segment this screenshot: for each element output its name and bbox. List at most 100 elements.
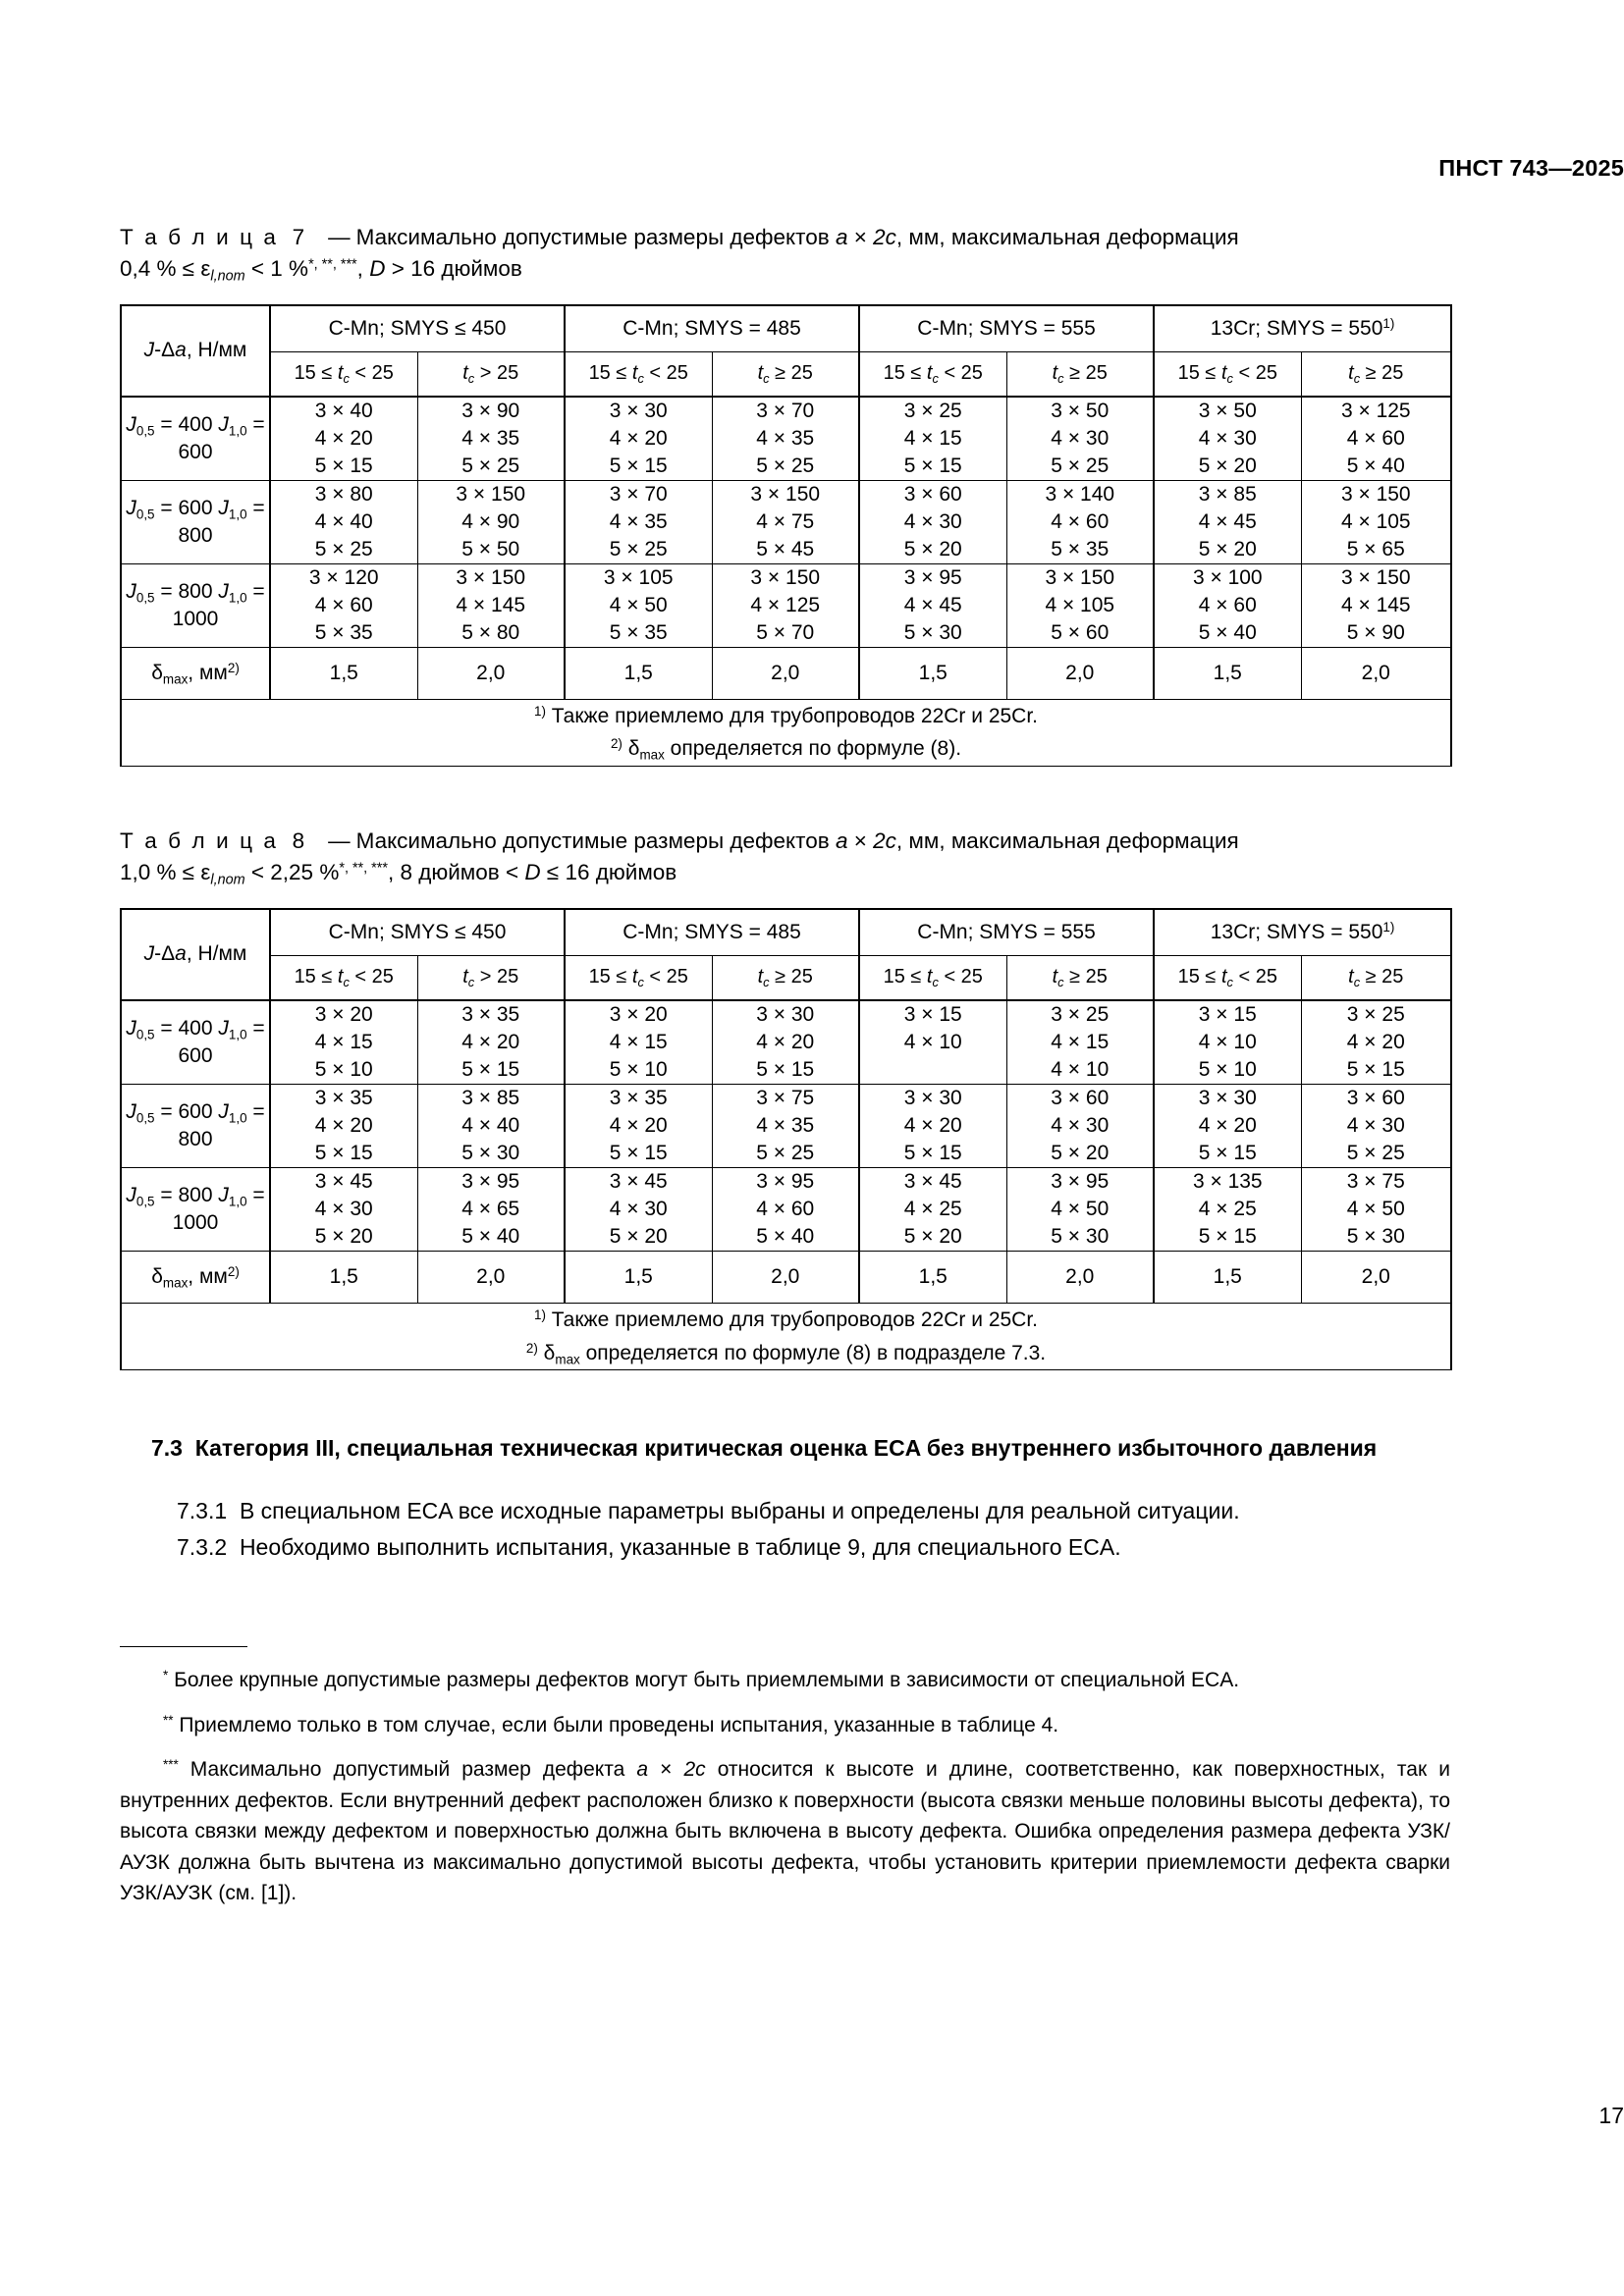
table8-cell-2-4: 3 × 75 4 × 35 5 × 25 bbox=[711, 1083, 860, 1168]
table7-caption-label: Т а б л и ц а bbox=[120, 225, 279, 249]
table8-subheader-1: 15 ≤ tc < 25 bbox=[269, 954, 418, 1001]
table7-subheader-6: tc ≥ 25 bbox=[1005, 350, 1155, 398]
footnote-1-text: Более крупные допустимые размеры дефекто… bbox=[174, 1669, 1240, 1692]
table7-cell-1-5: 3 × 25 4 × 15 5 × 15 bbox=[858, 395, 1007, 481]
table8-caption-var-2c: 2c bbox=[873, 828, 896, 854]
table8-subheader-row: 15 ≤ tc < 25 tc > 25 15 ≤ tc < 25 tc ≥ 2… bbox=[121, 954, 1453, 1001]
table7-row-3-label: J0,5 = 800 J1,0 = 1000 bbox=[120, 562, 271, 648]
table7-subheader-row: 15 ≤ tc < 25 tc > 25 15 ≤ tc < 25 tc ≥ 2… bbox=[121, 350, 1453, 398]
table7-delta-4: 2,0 bbox=[711, 646, 860, 700]
footnote-3-times: × bbox=[660, 1758, 673, 1782]
table8-group-2: C-Mn; SMYS = 485 bbox=[563, 907, 860, 956]
table8-caption-times: × bbox=[853, 828, 867, 854]
table7-cell-1-1: 3 × 40 4 × 20 5 × 15 bbox=[269, 395, 418, 481]
table8-notes-row: 1) Также приемлемо для трубопроводов 22C… bbox=[119, 1302, 1453, 1371]
table7-delta-3: 1,5 bbox=[564, 646, 713, 700]
table7-subheader-3: 15 ≤ tc < 25 bbox=[564, 350, 713, 398]
table8-note-2: 2) δmax определяется по формуле (8) в по… bbox=[525, 1340, 1047, 1366]
table8-cond-sup: *, **, *** bbox=[339, 860, 388, 877]
table7-cell-3-2: 3 × 150 4 × 145 5 × 80 bbox=[416, 562, 566, 648]
table8-delta-8: 2,0 bbox=[1300, 1250, 1453, 1304]
table8-cond-mid: < 2,25 % bbox=[250, 860, 340, 884]
table8-cell-2-6: 3 × 60 4 × 30 5 × 20 bbox=[1005, 1083, 1155, 1168]
table7-row-3: J0,5 = 800 J1,0 = 1000 3 × 120 4 × 60 5 × … bbox=[120, 562, 1453, 648]
table7-corner-header: J-Δa, Н/мм bbox=[120, 303, 271, 398]
table8-caption-number: 8 bbox=[292, 828, 305, 854]
footnote-2-text: Приемлемо только в том случае, если были… bbox=[179, 1713, 1059, 1736]
footnote-1: * Более крупные допустимые размеры дефек… bbox=[120, 1665, 1450, 1696]
table8-notes: 1) Также приемлемо для трубопроводов 22C… bbox=[119, 1302, 1453, 1371]
table7-note-2: 2) δmax определяется по формуле (8). bbox=[610, 736, 962, 763]
table8-caption-text: Максимально допустимые размеры дефектов bbox=[355, 828, 830, 854]
section-title: Категория III, специальная техническая к… bbox=[194, 1435, 1378, 1462]
table8-subheader-4: tc ≥ 25 bbox=[711, 954, 860, 1001]
table8-delta-row: δmax, мм2) 1,5 2,0 1,5 2,0 1,5 2,0 1,5 2… bbox=[120, 1250, 1453, 1304]
footnote-2-marker: ** bbox=[163, 1712, 174, 1728]
table7-notes: 1) Также приемлемо для трубопроводов 22C… bbox=[119, 698, 1453, 768]
table7-caption-text: Максимально допустимые размеры дефектов bbox=[355, 225, 830, 249]
footnote-2: ** Приемлемо только в том случае, если б… bbox=[120, 1710, 1450, 1741]
table7: J-Δa, Н/мм C-Mn; SMYS ≤ 450 C-Mn; SMYS =… bbox=[119, 303, 1453, 768]
table7-cell-3-8: 3 × 150 4 × 145 5 × 90 bbox=[1300, 562, 1453, 648]
table8-row-2: J0,5 = 600 J1,0 = 800 3 × 35 4 × 20 5 × 15… bbox=[120, 1083, 1453, 1168]
table8-cond-prefix: 1,0 % ≤ ε bbox=[120, 860, 211, 884]
table8-cell-3-3: 3 × 45 4 × 30 5 × 20 bbox=[564, 1166, 713, 1252]
section-heading: 7.3 Категория III, специальная техническ… bbox=[120, 1431, 1450, 1465]
table8-cell-3-1: 3 × 45 4 × 30 5 × 20 bbox=[269, 1166, 418, 1252]
running-header: ПНСТ 743—2025 bbox=[1438, 155, 1624, 181]
table8-group-header-row: J-Δa, Н/мм C-Mn; SMYS ≤ 450 C-Mn; SMYS =… bbox=[120, 907, 1453, 1001]
table7-cell-2-8: 3 × 150 4 × 105 5 × 65 bbox=[1300, 479, 1453, 564]
table8-cell-3-4: 3 × 95 4 × 60 5 × 40 bbox=[711, 1166, 860, 1252]
table8: J-Δa, Н/мм C-Mn; SMYS ≤ 450 C-Mn; SMYS =… bbox=[119, 907, 1453, 1371]
table8-cell-3-7: 3 × 135 4 × 25 5 × 15 bbox=[1153, 1166, 1302, 1252]
table7-cell-2-3: 3 × 70 4 × 35 5 × 25 bbox=[564, 479, 713, 564]
table8-cell-3-5: 3 × 45 4 × 25 5 × 20 bbox=[858, 1166, 1007, 1252]
table7-delta-1: 1,5 bbox=[269, 646, 418, 700]
table8-cell-2-7: 3 × 30 4 × 20 5 × 15 bbox=[1153, 1083, 1302, 1168]
table7-group-header-row: J-Δa, Н/мм C-Mn; SMYS ≤ 450 C-Mn; SMYS =… bbox=[120, 303, 1453, 398]
table7-subheader-4: tc ≥ 25 bbox=[711, 350, 860, 398]
table7-cell-2-6: 3 × 140 4 × 60 5 × 35 bbox=[1005, 479, 1155, 564]
table7-cell-2-4: 3 × 150 4 × 75 5 × 45 bbox=[711, 479, 860, 564]
footnote-3-marker: *** bbox=[163, 1757, 179, 1773]
table8-cell-2-2: 3 × 85 4 × 40 5 × 30 bbox=[416, 1083, 566, 1168]
table8-row-1-label: J0,5 = 400 J1,0 = 600 bbox=[120, 998, 271, 1085]
table7-caption-var-2c: 2c bbox=[873, 225, 896, 249]
table8-delta-1: 1,5 bbox=[269, 1250, 418, 1304]
table7-cell-2-7: 3 × 85 4 × 45 5 × 20 bbox=[1153, 479, 1302, 564]
table8-cell-2-3: 3 × 35 4 × 20 5 × 15 bbox=[564, 1083, 713, 1168]
table7-group-1: C-Mn; SMYS ≤ 450 bbox=[269, 303, 566, 352]
footnote-separator bbox=[120, 1646, 247, 1648]
table8-note-1: 1) Также приемлемо для трубопроводов 22C… bbox=[534, 1307, 1039, 1331]
table7-subheader-8: tc ≥ 25 bbox=[1300, 350, 1453, 398]
section-number: 7.3 bbox=[151, 1435, 183, 1462]
table7-cell-2-2: 3 × 150 4 × 90 5 × 50 bbox=[416, 479, 566, 564]
table8-corner-header: J-Δa, Н/мм bbox=[120, 907, 271, 1001]
table7-caption: Т а б л и ц а 7 — Максимально допустимые ра… bbox=[120, 222, 1450, 285]
table8-delta-2: 2,0 bbox=[416, 1250, 566, 1304]
table7-subheader-2: tc > 25 bbox=[416, 350, 566, 398]
table8-cond-tail: , 8 дюймов < D ≤ 16 дюймов bbox=[387, 860, 677, 884]
table7-cell-3-5: 3 × 95 4 × 45 5 × 30 bbox=[858, 562, 1007, 648]
table8-subheader-8: tc ≥ 25 bbox=[1300, 954, 1453, 1001]
table7-caption-var-a: a bbox=[835, 225, 848, 249]
table7-caption-times: × bbox=[853, 225, 867, 249]
table7-cell-3-1: 3 × 120 4 × 60 5 × 35 bbox=[269, 562, 418, 648]
table7-group-3: C-Mn; SMYS = 555 bbox=[858, 303, 1155, 352]
paragraph-7-3-2: 7.3.2 Необходимо выполнить испытания, ук… bbox=[120, 1530, 1450, 1565]
table8-row-3: J0,5 = 800 J1,0 = 1000 3 × 45 4 × 30 5 × 2… bbox=[120, 1166, 1453, 1252]
table8-group-3: C-Mn; SMYS = 555 bbox=[858, 907, 1155, 956]
table7-delta-label: δmax, мм2) bbox=[120, 646, 271, 700]
table7-caption-dash: — bbox=[328, 225, 351, 249]
table8-cell-3-6: 3 × 95 4 × 50 5 × 30 bbox=[1005, 1166, 1155, 1252]
table8-row-1: J0,5 = 400 J1,0 = 600 3 × 20 4 × 15 5 × 10… bbox=[120, 998, 1453, 1085]
table7-notes-row: 1) Также приемлемо для трубопроводов 22C… bbox=[119, 698, 1453, 768]
table7-delta-8: 2,0 bbox=[1300, 646, 1453, 700]
table8-cell-1-2: 3 × 35 4 × 20 5 × 15 bbox=[416, 998, 566, 1085]
table7-subheader-5: 15 ≤ tc < 25 bbox=[858, 350, 1007, 398]
table7-cell-1-7: 3 × 50 4 × 30 5 × 20 bbox=[1153, 395, 1302, 481]
table7-cell-1-4: 3 × 70 4 × 35 5 × 25 bbox=[711, 395, 860, 481]
table7-delta-row: δmax, мм2) 1,5 2,0 1,5 2,0 1,5 2,0 1,5 2… bbox=[120, 646, 1453, 700]
table7-cond-sup: *, **, *** bbox=[308, 256, 357, 273]
paragraph-7-3-1: 7.3.1 В специальном ECA все исходные пар… bbox=[120, 1494, 1450, 1528]
